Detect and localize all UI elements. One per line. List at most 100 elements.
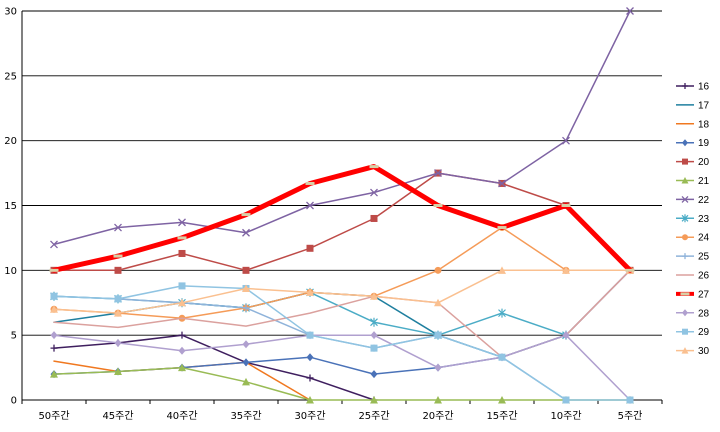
data-point — [498, 179, 506, 188]
axes: 0 5 10 15 20 25 30 50주간 45주간 40주간 35주간 30주간 25주간 20주간… — [4, 7, 663, 422]
y-tick-label: 30 — [4, 7, 17, 18]
legend-item-29: 29 — [676, 327, 710, 338]
data-point — [370, 331, 378, 340]
x-tick-label: 25주간 — [358, 410, 389, 422]
y-tick-label: 0 — [11, 396, 17, 407]
series-line-17 — [53, 291, 567, 358]
data-point — [434, 396, 442, 404]
x-tick-label: 10주간 — [550, 410, 581, 422]
data-point — [178, 218, 186, 227]
data-point — [626, 396, 634, 404]
series-22 — [50, 7, 634, 249]
data-point — [625, 268, 635, 272]
data-point — [682, 253, 688, 260]
data-point — [114, 338, 122, 347]
y-tick-label: 15 — [4, 201, 17, 212]
legend-label: 19 — [698, 138, 710, 149]
legend-label: 23 — [698, 214, 710, 225]
data-point — [498, 308, 506, 318]
data-point — [434, 169, 442, 178]
data-point — [114, 295, 122, 303]
data-point — [682, 234, 688, 241]
y-tick-label: 25 — [4, 71, 17, 82]
series-line-20 — [53, 172, 631, 272]
data-point — [370, 317, 378, 327]
data-point — [306, 201, 314, 210]
data-point — [498, 353, 506, 361]
data-point — [306, 374, 314, 382]
legend-label: 16 — [698, 82, 710, 93]
data-point — [241, 213, 251, 217]
data-point — [370, 370, 378, 379]
series-line-29 — [53, 285, 631, 401]
data-point — [369, 165, 379, 169]
legend-item-30: 30 — [676, 346, 710, 357]
data-point — [178, 298, 186, 307]
legend-item-28: 28 — [676, 308, 710, 319]
data-point — [561, 204, 571, 207]
data-point — [682, 328, 688, 335]
x-tick-label: 20주간 — [422, 410, 453, 422]
data-point — [306, 353, 314, 362]
legend-label: 17 — [698, 100, 710, 111]
data-point — [562, 331, 570, 340]
legend-item-20: 20 — [676, 157, 710, 168]
legend-item-18: 18 — [676, 119, 710, 130]
data-point — [370, 214, 378, 222]
x-tick-label: 35주간 — [230, 410, 261, 422]
data-point — [434, 363, 442, 372]
data-point — [242, 377, 250, 386]
x-tick-label: 30주간 — [294, 410, 325, 422]
legend-label: 29 — [698, 327, 710, 338]
data-point — [682, 158, 688, 165]
data-point — [242, 284, 250, 292]
data-point — [50, 344, 58, 352]
data-point — [681, 214, 689, 223]
data-point — [50, 370, 58, 378]
data-point — [370, 344, 378, 352]
legend-item-24: 24 — [676, 233, 710, 244]
data-point — [306, 288, 314, 296]
data-point — [178, 331, 186, 339]
data-point — [242, 266, 250, 274]
data-point — [178, 363, 186, 372]
data-point — [242, 228, 250, 237]
data-point — [681, 195, 689, 203]
series-line-21 — [53, 366, 631, 401]
series-lines — [49, 7, 635, 404]
data-point — [434, 298, 442, 307]
legend-item-27: 27 — [676, 289, 710, 300]
data-point — [680, 292, 690, 296]
data-point — [682, 139, 688, 147]
data-point — [306, 331, 314, 339]
y-tick-label: 20 — [4, 136, 17, 147]
data-point — [113, 254, 123, 258]
series-17 — [53, 291, 567, 358]
data-point — [370, 396, 378, 404]
data-point — [562, 136, 570, 145]
data-point — [50, 331, 58, 340]
data-point — [306, 396, 314, 404]
series-27 — [49, 164, 635, 273]
data-point — [242, 358, 250, 367]
data-point — [626, 7, 634, 15]
legend-label: 27 — [698, 289, 710, 300]
legend-label: 22 — [698, 195, 710, 206]
data-point — [242, 340, 250, 349]
series-19 — [50, 266, 634, 379]
legend-label: 28 — [698, 308, 710, 319]
legend-label: 30 — [698, 346, 710, 357]
series-line-26 — [53, 269, 631, 358]
series-line-19 — [53, 269, 631, 375]
data-point — [50, 305, 58, 313]
legend-label: 24 — [698, 233, 710, 244]
series-30 — [50, 266, 634, 317]
x-tick-label: 40주간 — [166, 410, 197, 422]
y-tick-label: 5 — [11, 331, 17, 342]
series-line-30 — [53, 269, 631, 314]
y-tick-label: 10 — [4, 266, 17, 277]
data-point — [178, 282, 186, 290]
data-point — [49, 268, 59, 272]
data-point — [498, 266, 506, 274]
